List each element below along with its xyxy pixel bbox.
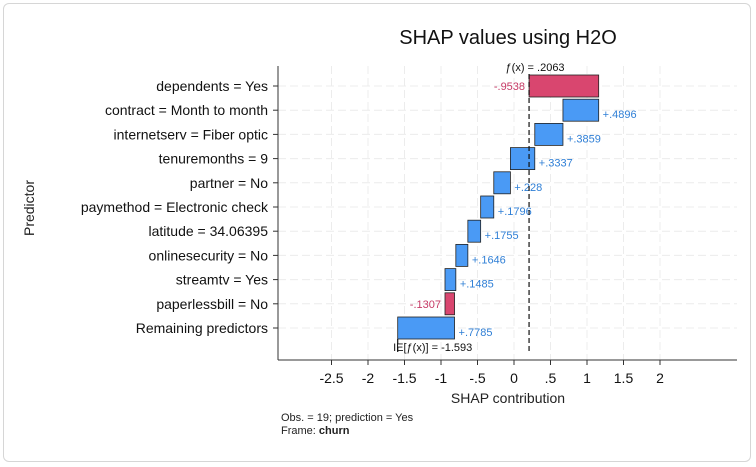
bar-8 [444, 268, 457, 292]
bar-4 [493, 171, 511, 195]
chart-title: SHAP values using H2O [399, 27, 617, 49]
bar-1 [562, 98, 600, 122]
bar-5 [480, 195, 495, 219]
y-tick-label-5: paymethod = Electronic check [81, 199, 269, 215]
obs-note: Obs. = 19; prediction = Yes [281, 412, 414, 424]
value-label-2: +.3859 [567, 133, 601, 145]
value-label-10: +.7785 [459, 327, 493, 339]
x-axis-label: SHAP contribution [451, 390, 565, 406]
y-tick-label-0: dependents = Yes [156, 78, 268, 94]
y-tick-label-8: streamtv = Yes [176, 272, 268, 288]
x-tick-label-0: -2.5 [319, 370, 343, 386]
prediction-label: ƒ(x) = .2063 [506, 62, 565, 74]
value-label-7: +.1646 [472, 254, 506, 266]
bar-6 [467, 219, 482, 243]
x-tick-label-4: -.5 [469, 370, 486, 386]
x-tick-label-6: .5 [545, 370, 557, 386]
bar-10 [397, 316, 455, 340]
value-label-6: +.1755 [485, 230, 519, 242]
frame-note: Frame: churn [281, 425, 349, 437]
x-ticks: -2.5 -2 -1.5 -1 -.5 0 .5 1 1.5 2 [319, 360, 664, 386]
baseline-label: IE[ƒ(x)] = -1.593 [393, 342, 472, 354]
y-tick-label-2: internetserv = Fiber optic [114, 126, 268, 142]
y-tick-label-4: partner = No [190, 175, 268, 191]
bars: -.9538 +.4896+.3859 +.3337 +.228 +.1796 +.175… [397, 74, 637, 340]
x-tick-label-9: 2 [656, 370, 664, 386]
value-label-4: +.228 [514, 182, 542, 194]
bar-2 [534, 123, 564, 146]
y-tick-label-6: latitude = 34.06395 [149, 223, 269, 239]
value-label-0: -.9538 [494, 81, 525, 93]
bar-3 [510, 147, 536, 171]
x-tick-label-8: 1.5 [614, 370, 634, 386]
x-tick-label-2: -1.5 [392, 370, 416, 386]
y-axis-label: Predictor [21, 180, 37, 236]
x-tick-label-7: 1 [583, 370, 591, 386]
bar-7 [455, 243, 469, 267]
frame-name: churn [318, 425, 350, 437]
y-tick-label-1: contract = Month to month [105, 102, 268, 118]
value-label-1: +.4896 [603, 109, 637, 121]
frame-prefix: Frame: [281, 425, 316, 437]
y-tick-label-10: Remaining predictors [136, 320, 268, 336]
value-label-5: +.1796 [498, 206, 532, 218]
x-tick-label-5: 0 [510, 370, 518, 386]
value-label-3: +.3337 [539, 158, 573, 170]
value-label-8: +.1485 [460, 279, 494, 291]
value-label-9: -.1307 [410, 299, 441, 311]
x-tick-label-3: -1 [435, 370, 448, 386]
y-tick-label-9: paperlessbill = No [156, 296, 268, 312]
y-tick-label-3: tenuremonths = 9 [159, 151, 269, 167]
y-tick-label-7: onlinesecurity = No [149, 247, 269, 263]
bar-9 [444, 292, 455, 316]
bar-0 [528, 74, 600, 98]
x-tick-label-1: -2 [362, 370, 375, 386]
chart-frame [3, 3, 751, 462]
y-tick-labels: dependents = Yes contract = Month to mont… [81, 78, 278, 336]
